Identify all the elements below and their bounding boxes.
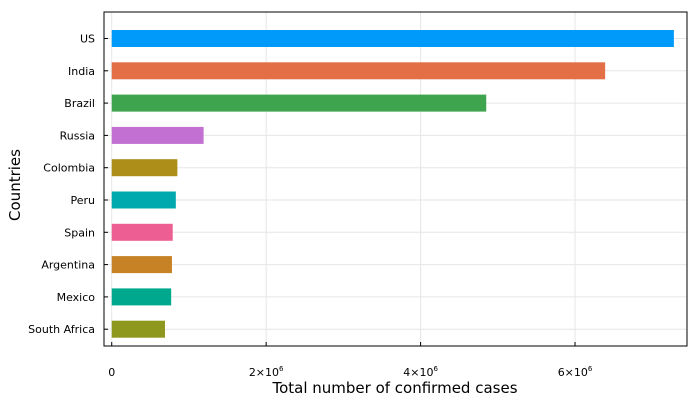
x-tick-label: 4×106 xyxy=(403,365,438,379)
y-tick-label: Peru xyxy=(70,194,95,207)
bar-brazil xyxy=(111,94,487,112)
bar-spain xyxy=(111,223,173,241)
x-tick-label: 0 xyxy=(108,366,115,379)
bar-mexico xyxy=(111,288,172,306)
bar-us xyxy=(111,30,674,47)
x-tick-labels: 0 2×106 4×106 6×106 xyxy=(108,342,593,379)
y-tick-label: Mexico xyxy=(57,291,96,304)
y-tick-label: Russia xyxy=(60,129,95,142)
y-tick-labels: US India Brazil Russia Colombia Peru Spain Arge… xyxy=(28,33,108,336)
y-tick-label: US xyxy=(80,33,95,46)
y-tick-label: South Africa xyxy=(28,323,95,336)
y-tick-label: Argentina xyxy=(41,259,95,272)
y-axis-title: Countries xyxy=(6,149,24,221)
bar-india xyxy=(111,62,606,80)
bars-layer xyxy=(111,30,674,338)
x-tick-label-base: 2×10 xyxy=(249,366,279,379)
bar-peru xyxy=(111,191,176,209)
x-tick-label-exponent: 6 xyxy=(588,365,593,373)
x-tick-label-exponent: 6 xyxy=(433,365,438,373)
y-tick-label: Spain xyxy=(64,226,95,239)
x-tick-label: 6×106 xyxy=(558,365,593,379)
bar-russia xyxy=(111,126,204,144)
y-tick-label: India xyxy=(68,65,95,78)
bar-argentina xyxy=(111,256,172,274)
x-axis-title: Total number of confirmed cases xyxy=(271,379,517,397)
x-tick-label: 2×106 xyxy=(249,365,284,379)
bar-south-africa xyxy=(111,320,166,338)
grid-layer xyxy=(104,12,687,346)
x-tick-label-base: 4×10 xyxy=(403,366,433,379)
x-tick-label-exponent: 6 xyxy=(279,365,284,373)
y-tick-label: Brazil xyxy=(64,97,95,110)
plot-area-frame xyxy=(103,11,688,347)
bar-colombia xyxy=(111,159,178,177)
x-tick-label-base: 6×10 xyxy=(558,366,588,379)
y-tick-label: Colombia xyxy=(43,162,95,175)
x-tick-label-base: 0 xyxy=(108,366,115,379)
